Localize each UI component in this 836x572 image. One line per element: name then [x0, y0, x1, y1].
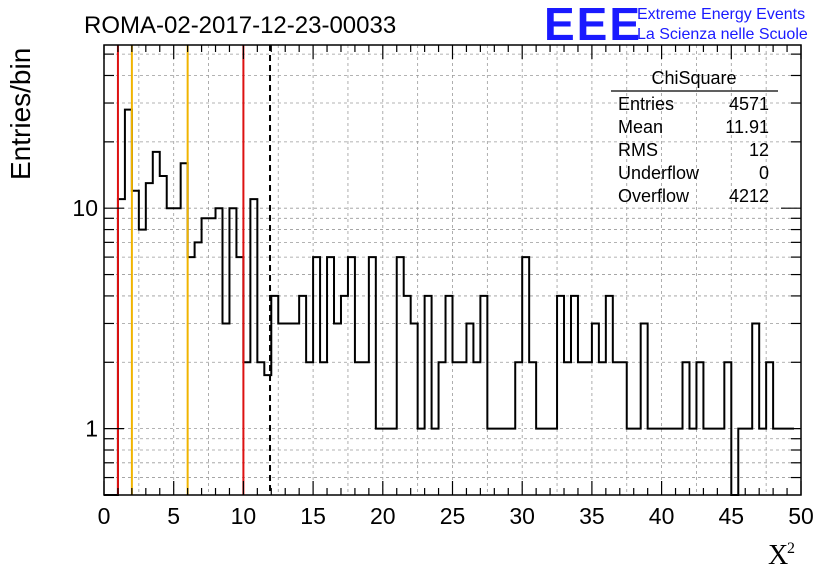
stats-row-label: Mean — [618, 117, 663, 137]
x-tick-label: 50 — [788, 503, 814, 529]
chart-title: ROMA-02-2017-12-23-00033 — [84, 12, 396, 39]
x-tick-label: 5 — [167, 503, 180, 529]
stats-row-label: Underflow — [618, 163, 700, 183]
x-tick-label: 10 — [231, 503, 257, 529]
x-tick-label: 15 — [300, 503, 326, 529]
stats-row-label: RMS — [618, 140, 658, 160]
stats-row-value: 11.91 — [725, 117, 769, 137]
x-tick-label: 20 — [370, 503, 396, 529]
y-axis-title: Entries/bin — [5, 48, 36, 180]
logo-mark: EEE — [544, 0, 642, 50]
stats-box: ChiSquare Entries 4571 Mean 11.91 RMS 12 Under… — [611, 68, 778, 206]
stats-row-value: 12 — [749, 140, 769, 160]
stats-row-label: Overflow — [618, 186, 690, 206]
marker-lines — [116, 45, 272, 495]
y-tick-label: 10 — [72, 195, 98, 221]
histogram-step-line — [104, 108, 795, 496]
stats-row-value: 4212 — [729, 186, 769, 206]
x-tick-label: 30 — [509, 503, 535, 529]
histogram-series — [104, 108, 795, 496]
stats-row-value: 0 — [759, 163, 769, 183]
x-tick-label: 40 — [649, 503, 675, 529]
x-tick-label: 45 — [719, 503, 745, 529]
eee-logo: EEE Extreme Energy Events La Scienza nel… — [544, 0, 808, 50]
x-axis-title-base: X — [768, 540, 788, 571]
stats-box-name: ChiSquare — [651, 68, 736, 88]
logo-line-2: La Scienza nelle Scuole — [637, 26, 808, 43]
axis-ticks: 0 5 10 15 20 25 30 35 40 45 50 1 10 — [72, 45, 814, 529]
x-tick-label: 25 — [440, 503, 466, 529]
x-tick-label: 0 — [98, 503, 111, 529]
y-tick-label: 1 — [85, 416, 98, 442]
logo-line-1: Extreme Energy Events — [637, 6, 805, 23]
x-tick-label: 35 — [579, 503, 605, 529]
x-axis-title-exponent: 2 — [787, 540, 795, 557]
stats-row-value: 4571 — [729, 94, 769, 114]
stats-row-label: Entries — [618, 94, 674, 114]
plot-frame — [103, 44, 802, 496]
x-axis-title: X 2 — [768, 540, 795, 571]
